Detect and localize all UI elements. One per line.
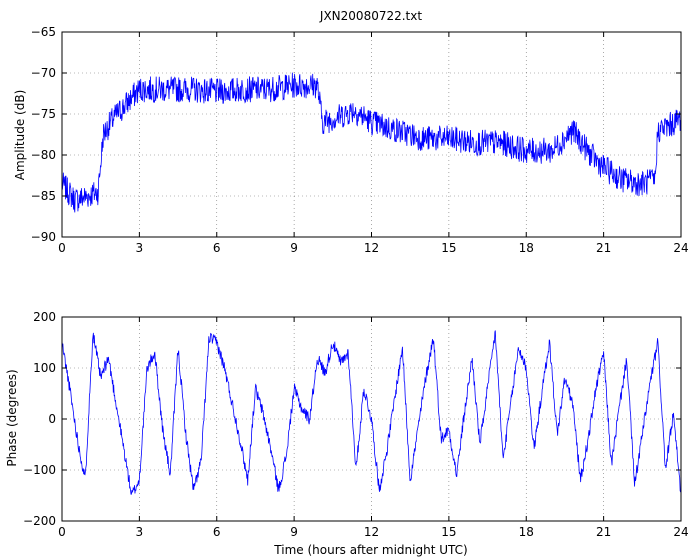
- series-line: [61, 330, 682, 495]
- phase-y-axis-label: Phase (degrees): [5, 369, 19, 466]
- y-tick-label: −70: [31, 66, 56, 80]
- x-tick-label: 21: [596, 525, 611, 539]
- y-tick-label: −80: [31, 148, 56, 162]
- y-tick-label: 0: [48, 412, 56, 426]
- amplitude-axes: 0 3 6 9 12 15 18 21 24 −90 −85 −80 −75 −70 −65: [31, 25, 689, 255]
- x-tick-label: 18: [519, 525, 534, 539]
- phase-x-axis-label: Time (hours after midnight UTC): [273, 543, 467, 557]
- phase-axes: 0 3 6 9 12 15 18 21 24 −200 −100 0 100 200: [23, 310, 689, 539]
- x-tick-label: 12: [364, 525, 379, 539]
- y-tick-label: −85: [31, 189, 56, 203]
- x-tick-label: 24: [673, 241, 688, 255]
- x-tick-label: 0: [58, 525, 66, 539]
- x-tick-label: 6: [213, 241, 221, 255]
- x-tick-label: 0: [58, 241, 66, 255]
- amplitude-y-axis-label: Amplitude (dB): [13, 90, 27, 181]
- x-tick-label: 18: [519, 241, 534, 255]
- x-tick-label: 9: [290, 241, 298, 255]
- x-tick-label: 24: [673, 525, 688, 539]
- y-tick-label: 100: [33, 361, 56, 375]
- y-tick-label: −75: [31, 107, 56, 121]
- y-tick-label: −100: [23, 463, 56, 477]
- x-tick-label: 6: [213, 525, 221, 539]
- x-tick-label: 12: [364, 241, 379, 255]
- x-tick-label: 15: [441, 241, 456, 255]
- series-line: [61, 72, 682, 213]
- x-tick-label: 9: [290, 525, 298, 539]
- y-tick-label: −90: [31, 230, 56, 244]
- y-tick-label: −65: [31, 25, 56, 39]
- x-tick-label: 15: [441, 525, 456, 539]
- x-tick-label: 3: [136, 525, 144, 539]
- x-tick-label: 3: [136, 241, 144, 255]
- x-tick-label: 21: [596, 241, 611, 255]
- chart-title: JXN20080722.txt: [319, 9, 422, 23]
- y-tick-label: 200: [33, 310, 56, 324]
- y-tick-label: −200: [23, 514, 56, 528]
